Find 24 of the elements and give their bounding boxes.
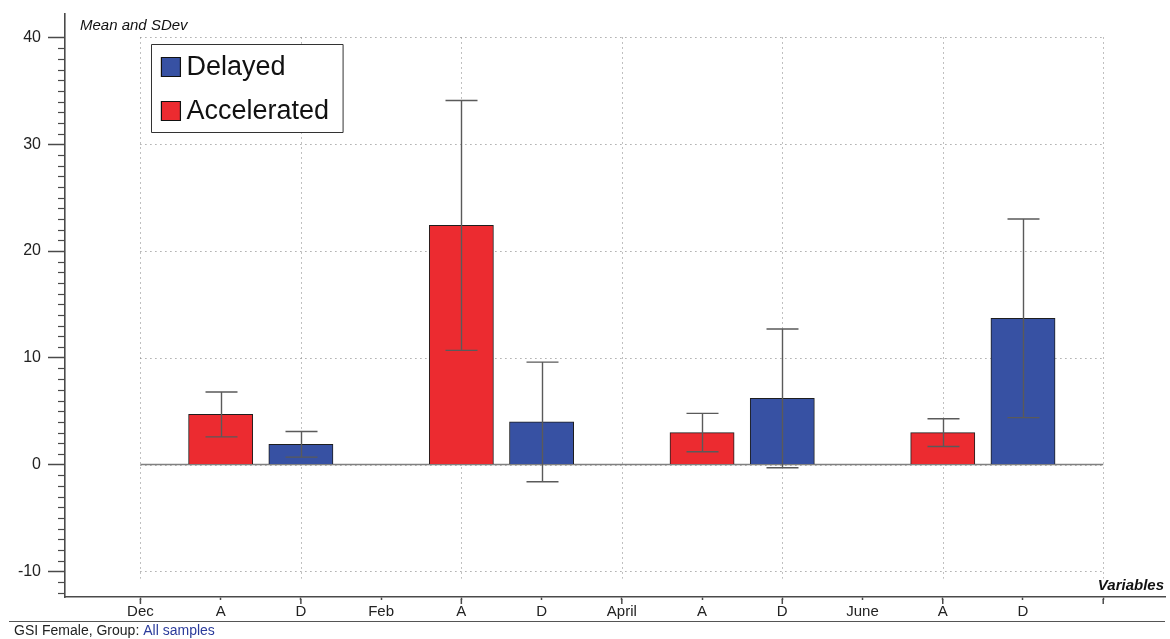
x-tick-label: D [1017,602,1029,620]
y-tick-label: 40 [23,27,42,45]
x-tick-label: Feb [368,602,395,620]
legend-label: Delayed [186,50,286,81]
text: All samples [143,622,215,638]
y-tick-label: -10 [17,561,42,579]
x-tick-label: D [295,602,307,620]
x-tick-label: A [697,602,708,620]
x-tick-label: April [606,602,637,620]
y-tick-label: 10 [23,348,42,366]
legend-label: Accelerated [186,94,330,125]
y-tick-label: 0 [32,455,42,472]
x-tick-label: A [937,602,948,620]
x-tick-label: A [215,602,226,620]
x-tick-label: June [846,602,879,620]
x-tick-label: D [536,602,548,620]
x-tick-label: A [456,602,467,620]
y-tick-label: 30 [23,134,42,152]
text: GSI Female, Group: [14,622,140,638]
x-tick-label: Dec [127,602,155,620]
x-tick-label: D [776,602,788,620]
x-axis-title: Variables [1097,576,1164,594]
y-axis-title: Mean and SDev [80,16,190,34]
y-tick-label: 20 [23,241,42,259]
